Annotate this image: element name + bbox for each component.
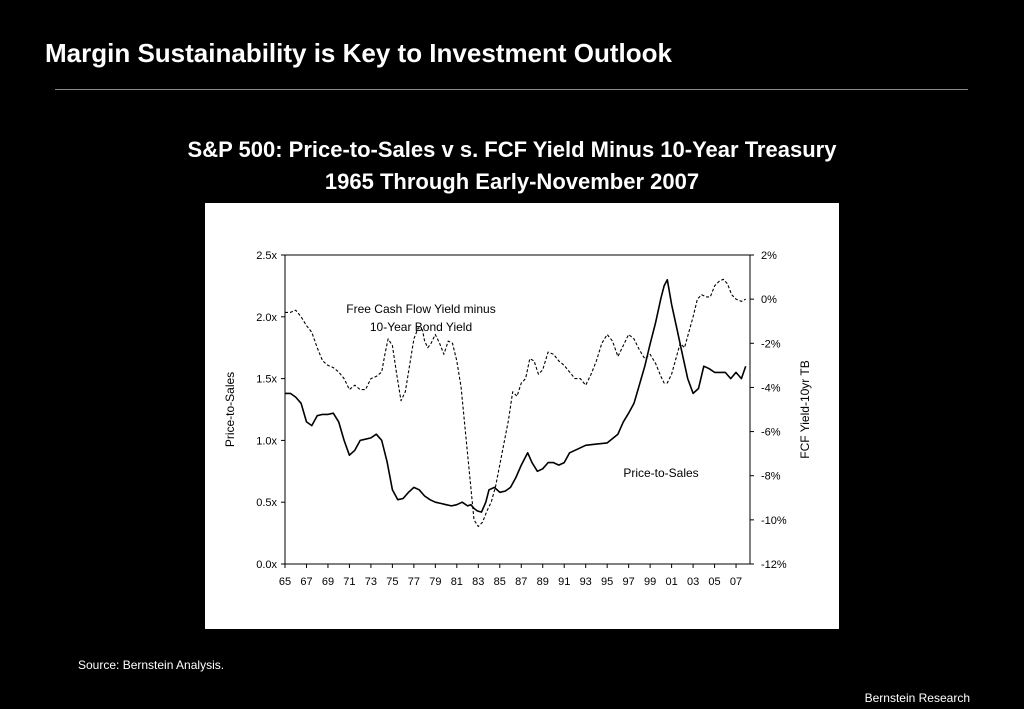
x-tick-label: 87	[515, 576, 527, 588]
y2-axis-title: FCF Yield-10yr TB	[798, 360, 812, 458]
x-tick-label: 79	[429, 576, 441, 588]
y-tick-label: 1.5x	[256, 374, 277, 386]
x-tick-label: 83	[472, 576, 484, 588]
y-axis-title: Price-to-Sales	[223, 372, 237, 447]
x-tick-label: 71	[343, 576, 355, 588]
y2-tick-label: -12%	[761, 559, 787, 571]
annotation-ps: Price-to-Sales	[623, 466, 698, 480]
annotation-fcf: Free Cash Flow Yield minus	[346, 302, 495, 316]
y-tick-label: 1.0x	[256, 435, 277, 447]
y2-tick-label: -6%	[761, 427, 781, 439]
y-tick-label: 2.5x	[256, 250, 277, 262]
footer-credit: Bernstein Research	[864, 691, 970, 705]
x-tick-label: 91	[558, 576, 570, 588]
y2-tick-label: -10%	[761, 515, 787, 527]
x-tick-label: 01	[665, 576, 677, 588]
y2-tick-label: 0%	[761, 294, 777, 306]
x-tick-label: 05	[708, 576, 720, 588]
y2-tick-label: -4%	[761, 382, 781, 394]
x-tick-label: 85	[494, 576, 506, 588]
chart-labels: Free Cash Flow Yield minus 10-Year Bond Y…	[346, 302, 698, 480]
chart-subtitle: 1965 Through Early-November 2007	[324, 169, 700, 194]
x-tick-label: 65	[279, 576, 291, 588]
chart-series	[285, 278, 747, 528]
series-line-fcf	[285, 278, 746, 528]
x-tick-label: 73	[365, 576, 377, 588]
x-tick-label: 93	[580, 576, 592, 588]
x-tick-label: 95	[601, 576, 613, 588]
y-tick-label: 0.5x	[256, 497, 277, 509]
y-tick-label: 0.0x	[256, 559, 277, 571]
x-tick-label: 81	[451, 576, 463, 588]
plot-frame	[284, 254, 751, 565]
x-tick-label: 03	[687, 576, 699, 588]
title-divider	[55, 89, 968, 90]
x-tick-label: 97	[623, 576, 635, 588]
y2-tick-label: -8%	[761, 471, 781, 483]
chart-axes: 0.0x 0.5x 1.0x 1.5x 2.0x 2.5x 2% 0% -2% -4% -6% -8%…	[223, 250, 812, 588]
annotation-fcf: 10-Year Bond Yield	[370, 320, 472, 334]
chart-title: S&P 500: Price-to-Sales v s. FCF Yield M…	[187, 137, 837, 162]
y-tick-label: 2.0x	[256, 312, 277, 324]
x-tick-label: 89	[537, 576, 549, 588]
y2-tick-label: -2%	[761, 338, 781, 350]
slide-title: Margin Sustainability is Key to Investme…	[45, 38, 672, 68]
source-note: Source: Bernstein Analysis.	[78, 658, 225, 672]
y2-tick-label: 2%	[761, 250, 777, 262]
x-tick-label: 99	[644, 576, 656, 588]
chart-svg: 0.0x 0.5x 1.0x 1.5x 2.0x 2.5x 2% 0% -2% -4% -6% -8%…	[223, 250, 812, 588]
x-tick-label: 75	[386, 576, 398, 588]
chart-heading: S&P 500: Price-to-Sales v s. FCF Yield M…	[0, 134, 1024, 198]
x-tick-label: 77	[408, 576, 420, 588]
x-tick-label: 07	[730, 576, 742, 588]
chart-panel: 0.0x 0.5x 1.0x 1.5x 2.0x 2.5x 2% 0% -2% -4% -6% -8%…	[205, 203, 839, 629]
x-tick-label: 69	[322, 576, 334, 588]
x-tick-label: 67	[300, 576, 312, 588]
series-line-ps	[285, 278, 747, 513]
